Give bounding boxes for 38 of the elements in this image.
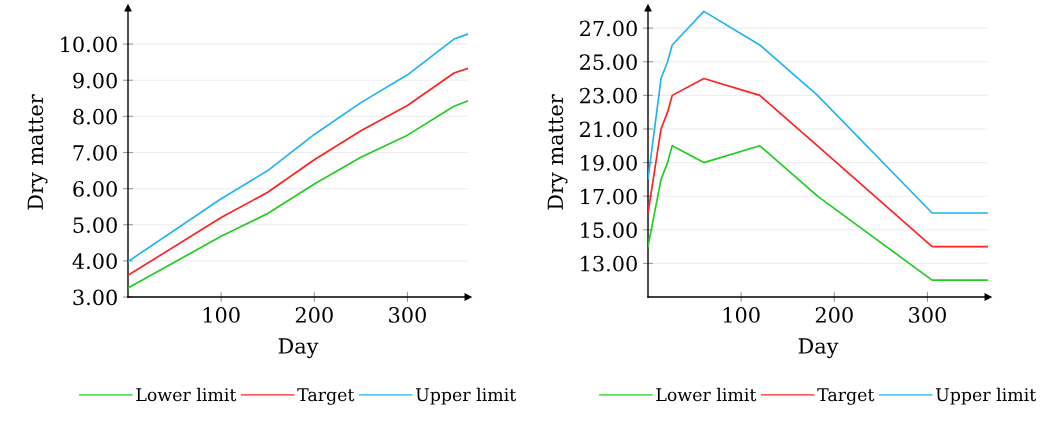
y-tick-label: 13.00 (581, 255, 637, 272)
x-tick-label: 200 (815, 307, 853, 323)
legend-label: Target (817, 388, 875, 405)
y-tick-label: 15.00 (581, 222, 637, 238)
x-axis-title: Day (798, 338, 839, 359)
x-tick-label: 300 (909, 307, 946, 323)
line-series (128, 67, 468, 277)
x-tick-label: 300 (389, 307, 426, 323)
x-tick-label: 200 (295, 307, 333, 323)
y-axis-title: Dry matter (547, 94, 568, 210)
x-tick-label: 100 (203, 307, 240, 323)
legend-label: Lower limit (136, 387, 237, 402)
legend-label: Upper limit (415, 387, 517, 405)
line-series (648, 77, 988, 248)
legend-label: Lower limit (656, 387, 757, 402)
line-series (128, 100, 468, 289)
y-tick-label: 7.00 (73, 144, 117, 161)
y-tick-label: 4.00 (72, 253, 117, 270)
y-tick-label: 5.00 (73, 217, 117, 233)
y-tick-label: 19.00 (581, 155, 637, 171)
line-series (648, 10, 988, 214)
y-tick-label: 6.00 (73, 181, 117, 197)
y-axis-title: Dry matter (27, 94, 48, 210)
x-tick-label: 100 (723, 307, 760, 323)
legend-label: Target (297, 388, 355, 405)
y-tick-label: 8.00 (73, 108, 117, 125)
legend-label: Upper limit (935, 387, 1037, 405)
y-tick-label: 27.00 (580, 20, 637, 37)
y-tick-label: 10.00 (61, 36, 117, 53)
x-axis-title: Day (278, 338, 319, 359)
y-tick-label: 21.00 (580, 121, 637, 138)
line-series (128, 33, 468, 263)
line-series (648, 144, 988, 282)
y-tick-label: 17.00 (581, 188, 637, 205)
y-tick-label: 3.00 (73, 289, 117, 306)
y-tick-label: 25.00 (580, 54, 637, 70)
y-tick-label: 23.00 (580, 87, 637, 104)
y-tick-label: 9.00 (73, 72, 117, 89)
